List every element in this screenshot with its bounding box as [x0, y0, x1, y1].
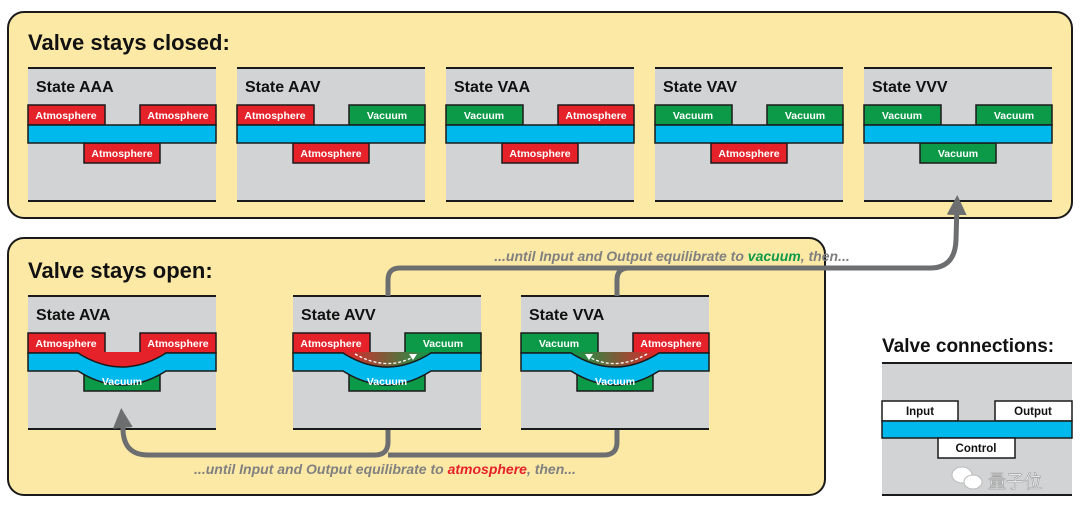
input-label: Vacuum	[464, 110, 504, 122]
input-label: Atmosphere	[35, 338, 96, 350]
state-title: State AAV	[245, 79, 321, 96]
output-label: Vacuum	[994, 110, 1034, 122]
output-label: Vacuum	[367, 110, 407, 122]
deflected-membrane	[520, 352, 710, 386]
output-label: Atmosphere	[147, 338, 208, 350]
state-title: State VAA	[454, 79, 531, 96]
chat-bubble-icon	[963, 474, 983, 490]
output-label: Atmosphere	[565, 110, 626, 122]
membrane	[27, 124, 217, 144]
flow-arrow-icon	[586, 353, 648, 365]
flow-arrowhead-icon	[409, 354, 417, 360]
input-label: Vacuum	[882, 110, 922, 122]
deflected-membrane	[27, 352, 217, 386]
flow-arrowhead-icon	[585, 354, 593, 360]
state-panel: State VAA Vacuum Atmosphere Atmosphere	[445, 67, 635, 202]
arrow-to-ava	[112, 408, 391, 458]
flow-arrow-icon	[354, 353, 416, 365]
state-panel: State AAV Atmosphere Vacuum Atmosphere	[236, 67, 426, 202]
arrow-vva-down	[388, 430, 620, 458]
note-text: ...until Input and Output equilibrate to	[494, 248, 748, 264]
state-title: State AVV	[301, 307, 376, 324]
legend-input-label: Input	[906, 406, 934, 418]
output-label: Atmosphere	[640, 338, 701, 350]
control-label: Atmosphere	[91, 148, 152, 160]
control-label: Vacuum	[938, 148, 978, 160]
membrane	[863, 124, 1053, 144]
legend-output-label: Output	[1014, 406, 1052, 418]
input-label: Vacuum	[673, 110, 713, 122]
state-title: State AAA	[36, 79, 114, 96]
state-title: State VAV	[663, 79, 737, 96]
state-panel: State VVA Vacuum Atmosphere Vacuum	[520, 295, 710, 430]
note-text: , then...	[526, 461, 576, 477]
state-title: State VVV	[872, 79, 948, 96]
membrane	[445, 124, 635, 144]
note-atmosphere: ...until Input and Output equilibrate to…	[194, 461, 576, 477]
input-label: Atmosphere	[244, 110, 305, 122]
state-panel: State VVV Vacuum Vacuum Vacuum	[863, 67, 1053, 202]
output-label: Atmosphere	[147, 110, 208, 122]
note-text: , then...	[800, 248, 850, 264]
legend-membrane	[881, 420, 1073, 439]
input-label: Atmosphere	[35, 110, 96, 122]
membrane	[654, 124, 844, 144]
legend-control-channel	[937, 437, 1016, 459]
state-title: State VVA	[529, 307, 605, 324]
input-label: Atmosphere	[300, 338, 361, 350]
state-panel: State AVA Atmosphere Atmosphere Vacuum	[27, 295, 217, 430]
note-highlight-atmosphere: atmosphere	[448, 461, 528, 477]
output-label: Vacuum	[785, 110, 825, 122]
note-text: ...until Input and Output equilibrate to	[194, 461, 448, 477]
state-panel: State AAA Atmosphere Atmosphere Atmosphere	[27, 67, 217, 202]
arrow-vva-up	[614, 265, 630, 296]
legend-title: Valve connections:	[882, 336, 1054, 357]
deflected-membrane	[292, 352, 482, 386]
control-label: Vacuum	[595, 376, 635, 388]
control-label: Vacuum	[367, 376, 407, 388]
note-vacuum: ...until Input and Output equilibrate to…	[494, 248, 849, 264]
watermark-text: 量子位	[988, 472, 1042, 493]
state-title: State AVA	[36, 307, 111, 324]
closed-group-title: Valve stays closed:	[28, 30, 230, 55]
legend-panel: Input Output Control	[881, 362, 1073, 496]
membrane	[236, 124, 426, 144]
state-panel: State AVV Atmosphere Vacuum Vacuum	[292, 295, 482, 430]
state-panel: State VAV Vacuum Vacuum Atmosphere	[654, 67, 844, 202]
watermark: 量子位	[951, 466, 1042, 493]
note-highlight-vacuum: vacuum	[748, 248, 801, 264]
control-label: Atmosphere	[718, 148, 779, 160]
open-group-title: Valve stays open:	[28, 258, 213, 283]
input-label: Vacuum	[539, 338, 579, 350]
arrow-to-vvv	[385, 195, 967, 296]
control-label: Atmosphere	[300, 148, 361, 160]
control-label: Vacuum	[102, 376, 142, 388]
control-label: Atmosphere	[509, 148, 570, 160]
output-label: Vacuum	[423, 338, 463, 350]
legend-control-label: Control	[956, 443, 997, 455]
